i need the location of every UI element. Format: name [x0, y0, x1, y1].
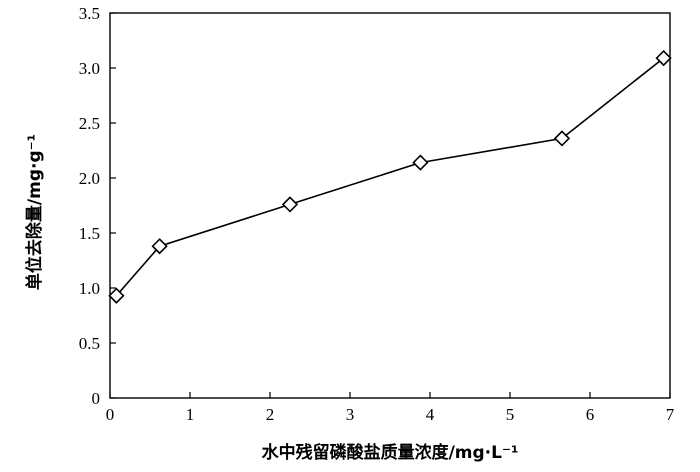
y-tick-label: 2.0: [79, 169, 100, 188]
x-axis: 0 1 2 3 4 5 6 7: [106, 392, 675, 424]
y-tick-label: 3.0: [79, 59, 100, 78]
plot-area: [109, 12, 671, 399]
x-tick-label: 1: [186, 405, 195, 424]
y-axis-title: 单位去除量/mg·g⁻¹: [24, 134, 45, 290]
y-tick-label: 2.5: [79, 114, 100, 133]
data-point: [108, 287, 125, 304]
data-markers: [108, 49, 672, 304]
y-axis: 0 0.5 1.0 1.5 2.0 2.5 3.0 3.5: [79, 4, 116, 408]
x-tick-label: 7: [666, 405, 675, 424]
x-tick-label: 5: [506, 405, 515, 424]
series-line: [115, 57, 665, 297]
y-tick-label: 3.5: [79, 4, 100, 23]
x-tick-label: 4: [426, 405, 435, 424]
y-tick-label: 1.0: [79, 279, 100, 298]
y-tick-label: 0.5: [79, 334, 100, 353]
y-tick-label: 1.5: [79, 224, 100, 243]
data-point: [553, 130, 571, 147]
x-tick-label: 2: [266, 405, 275, 424]
data-point: [412, 154, 429, 171]
y-tick-label: 0: [92, 389, 101, 408]
x-axis-title: 水中残留磷酸盐质量浓度/mg·L⁻¹: [262, 442, 519, 463]
x-tick-label: 6: [586, 405, 595, 424]
x-tick-label: 3: [346, 405, 355, 424]
data-point: [151, 238, 168, 255]
data-point: [655, 49, 672, 67]
data-point: [281, 196, 299, 213]
plot-border: [109, 12, 671, 399]
x-tick-label: 0: [106, 405, 115, 424]
